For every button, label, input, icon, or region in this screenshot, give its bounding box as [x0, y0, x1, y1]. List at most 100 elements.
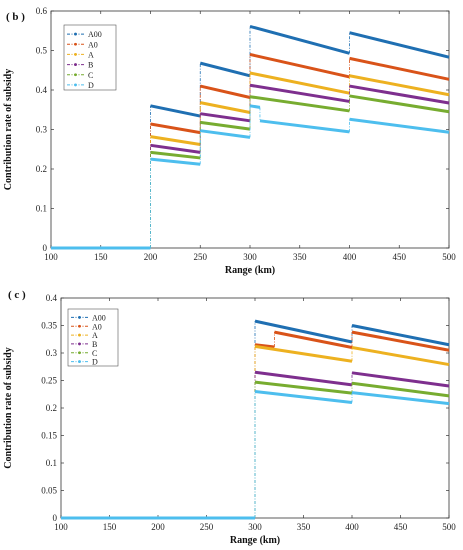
series-d [61, 390, 450, 520]
y-axis-label: Contribution rate of subsidy [3, 347, 14, 468]
x-tick-label: 500 [442, 252, 456, 262]
series-line-segment [249, 71, 350, 95]
legend-label: D [92, 358, 98, 367]
legend-label: C [88, 71, 93, 80]
series-line-segment [274, 330, 353, 349]
y-tick-label: 0.3 [46, 348, 58, 358]
x-tick-label: 450 [394, 522, 408, 532]
series-line-segment [199, 61, 251, 78]
series-line-segment [349, 94, 450, 114]
legend-marker [74, 63, 77, 66]
legend-label: A0 [92, 322, 102, 331]
series-line-segment [351, 330, 450, 352]
x-tick-label: 350 [297, 522, 311, 532]
legend-label: C [92, 349, 97, 358]
legend-label: B [92, 340, 97, 349]
y-tick-label: 0.15 [41, 431, 57, 441]
panel-label: ( b ) [6, 11, 25, 23]
y-tick-label: 0.3 [36, 125, 48, 135]
y-tick-label: 0.4 [36, 85, 48, 95]
x-tick-label: 300 [248, 522, 262, 532]
legend-marker [74, 42, 77, 46]
x-tick-label: 350 [293, 252, 307, 262]
legend-box [67, 308, 119, 367]
series-line-segment [351, 391, 450, 406]
series-line-segment [254, 344, 353, 363]
series-line-segment [349, 117, 450, 134]
y-tick-label: 0.6 [36, 6, 48, 16]
x-tick-label: 200 [144, 252, 158, 262]
series-line-segment [199, 101, 251, 114]
legend-marker [74, 53, 77, 56]
x-tick-label: 400 [345, 522, 359, 532]
x-axis-label: Range (km) [225, 265, 275, 276]
x-tick-label: 100 [54, 522, 68, 532]
series-line-segment [349, 84, 450, 105]
y-tick-label: 0.4 [46, 293, 58, 303]
panel-label: ( c ) [8, 289, 26, 301]
series-line-segment [254, 380, 353, 395]
x-tick-label: 150 [103, 522, 117, 532]
chart-panel: ( b ) 100 150 200 250 300 350 400 450 500 0 0.1 0.2 0… [3, 6, 456, 276]
series-line-segment [200, 129, 251, 139]
legend-label: A [92, 331, 98, 340]
y-tick-label: 0.2 [36, 164, 47, 174]
series-line-segment [249, 83, 350, 103]
series-line-segment [254, 390, 353, 404]
legend-label: A0 [88, 40, 98, 49]
y-tick-label: 0.25 [41, 376, 57, 386]
x-tick-label: 500 [442, 522, 456, 532]
series-line-segment [351, 371, 450, 388]
legend-label: A [88, 50, 94, 59]
legend-box [63, 24, 117, 91]
series-d [51, 104, 450, 250]
y-tick-label: 0.5 [36, 46, 48, 56]
legend-marker [74, 32, 77, 36]
series-line-segment [351, 324, 450, 347]
legend-label: A00 [92, 313, 106, 322]
legend-marker [78, 333, 81, 337]
series-line-segment [249, 104, 261, 109]
series-line-segment [249, 24, 350, 55]
series-line-segment [254, 343, 275, 349]
series-line-segment [249, 95, 350, 113]
y-tick-label: 0.05 [41, 486, 57, 496]
legend-label: D [88, 81, 94, 90]
x-tick-label: 250 [194, 252, 208, 262]
series-line-segment [150, 157, 201, 166]
legend-marker [78, 342, 81, 346]
legend-marker [74, 83, 77, 87]
legend-marker [78, 324, 81, 328]
series-line-segment [254, 370, 353, 387]
legend-label: A00 [88, 30, 102, 39]
y-axis-label: Contribution rate of subsidy [3, 69, 14, 190]
series-line-segment [351, 346, 450, 367]
x-tick-label: 150 [94, 252, 108, 262]
x-tick-label: 100 [44, 252, 58, 262]
y-tick-label: 0.1 [46, 458, 57, 468]
series-line-segment [199, 84, 251, 99]
legend-marker [74, 73, 77, 77]
series-line-segment [349, 74, 450, 97]
series-line-segment [349, 31, 450, 59]
series-line-segment [249, 52, 350, 79]
series-line-segment [259, 119, 350, 134]
legend-marker [78, 360, 81, 363]
series-line-segment [150, 150, 201, 160]
x-tick-label: 450 [393, 252, 407, 262]
y-tick-label: 0.2 [46, 403, 57, 413]
x-tick-label: 250 [200, 522, 214, 532]
x-tick-label: 200 [151, 522, 165, 532]
legend-marker [78, 316, 81, 319]
series-line-segment [349, 56, 450, 81]
series-line-segment [150, 143, 201, 154]
series-line-segment [200, 120, 251, 131]
legend-label: B [88, 61, 93, 70]
y-tick-label: 0 [53, 513, 58, 523]
y-tick-label: 0.1 [36, 204, 47, 214]
series-line-segment [351, 381, 450, 398]
series-line-segment [254, 319, 353, 344]
